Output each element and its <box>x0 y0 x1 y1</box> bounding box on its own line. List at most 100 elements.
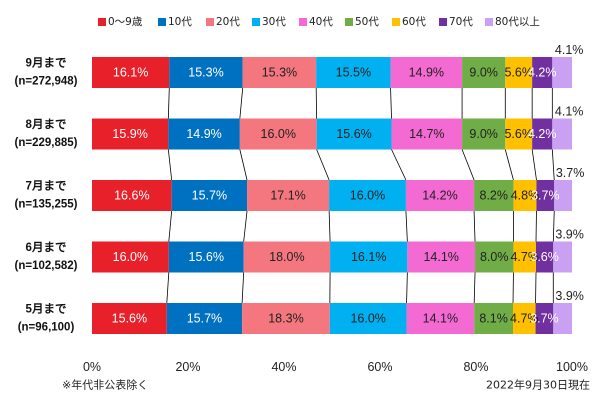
bar-segment <box>168 241 244 273</box>
legend-label: 70代 <box>449 16 473 28</box>
series-line <box>405 210 408 242</box>
data-label: 3.7% <box>556 166 585 180</box>
legend-item: 20代 <box>206 16 240 28</box>
bar-segment <box>536 241 554 273</box>
bar-segment <box>554 180 572 211</box>
legend: 0〜9歳 10代 20代 30代 40代 50代 60代 70代 80代以上 <box>98 16 540 28</box>
bar-segment <box>92 180 172 211</box>
series-line <box>328 210 331 242</box>
value-axis: 0% 20% 40% 60% 80% 100% <box>83 360 588 374</box>
data-label: 4.1% <box>555 105 584 119</box>
data-label: 16.0% <box>350 312 385 326</box>
category-sample-size: (n=272,948) <box>15 76 78 88</box>
bar-segment <box>390 57 463 88</box>
data-label: 17.1% <box>270 189 305 203</box>
bar-segment <box>92 241 169 273</box>
legend-swatch <box>299 18 307 26</box>
bar-segment <box>536 180 555 211</box>
category-label: 8月まで <box>26 118 67 131</box>
bar-segment <box>474 180 514 211</box>
category-sample-size: (n=102,582) <box>15 260 78 272</box>
series-line <box>406 272 408 304</box>
data-label: 4.2% <box>528 66 557 80</box>
series-line <box>473 210 476 242</box>
bar-segment <box>239 118 317 150</box>
data-label: 3.9% <box>555 289 584 303</box>
series-line <box>552 210 555 242</box>
data-label: 5.6% <box>504 66 533 80</box>
bar-segment <box>329 180 406 211</box>
category-sample-size: (n=96,100) <box>18 322 75 334</box>
series-line <box>168 210 173 242</box>
bar-segment <box>92 57 170 88</box>
bar-segment <box>513 241 536 273</box>
data-label: 16.0% <box>261 127 296 141</box>
data-label: 18.3% <box>268 312 303 326</box>
legend-label: 10代 <box>168 16 192 28</box>
bar-segment <box>330 241 408 273</box>
data-label: 9.0% <box>469 127 498 141</box>
series-line <box>241 272 245 304</box>
legend-item: 40代 <box>299 16 333 28</box>
data-label: 15.6% <box>336 127 371 141</box>
legend-item: 10代 <box>158 16 192 28</box>
category-label: 5月まで <box>26 303 67 316</box>
data-label: 15.6% <box>189 250 224 264</box>
bar-segment <box>505 57 533 88</box>
category-label: 9月まで <box>26 57 67 70</box>
data-label: 5.6% <box>504 127 533 141</box>
x-tick-label: 40% <box>271 360 296 374</box>
bar-segment <box>553 241 572 273</box>
data-label: 15.3% <box>262 66 297 80</box>
data-label: 4.7% <box>510 312 539 326</box>
bar-segment <box>474 303 514 334</box>
data-label: 4.2% <box>528 127 557 141</box>
data-label: 15.6% <box>112 312 147 326</box>
data-label: 3.7% <box>530 312 559 326</box>
data-label: 16.0% <box>113 250 148 264</box>
series-line <box>531 149 537 181</box>
bar-segment <box>505 118 533 150</box>
bar-segment <box>242 57 317 88</box>
bar-segment <box>462 57 506 88</box>
x-tick-label: 80% <box>463 360 488 374</box>
legend-label: 50代 <box>355 16 379 28</box>
series-line <box>390 87 392 119</box>
category-axis: 9月まで (n=272,948) 8月まで (n=229,885) 7月まで (n=135… <box>15 57 78 334</box>
series-line <box>167 149 173 181</box>
data-label: 9.0% <box>469 66 498 80</box>
legend-label: 0〜9歳 <box>108 16 143 28</box>
legend-swatch <box>158 18 166 26</box>
bar-segment <box>316 118 392 150</box>
data-label: 14.9% <box>186 127 221 141</box>
bars <box>92 57 572 334</box>
legend-swatch <box>485 18 493 26</box>
bar-segment <box>532 57 553 88</box>
legend-swatch <box>98 18 106 26</box>
bar-segment <box>169 57 243 88</box>
bar-segment <box>329 303 407 334</box>
bar-segment <box>407 241 476 273</box>
legend-item: 50代 <box>345 16 379 28</box>
x-tick-label: 60% <box>367 360 392 374</box>
data-label: 14.1% <box>423 312 458 326</box>
data-label: 4.1% <box>555 43 584 57</box>
data-label: 3.7% <box>531 189 560 203</box>
series-line <box>166 272 170 304</box>
bar-segment <box>513 180 537 211</box>
legend-item: 70代 <box>439 16 473 28</box>
legend-item: 80代以上 <box>485 16 540 28</box>
series-line <box>239 87 244 119</box>
category-label: 6月まで <box>26 241 67 254</box>
bar-segment <box>553 303 572 334</box>
legend-swatch <box>392 18 400 26</box>
bar-segment <box>391 118 463 150</box>
category-label: 7月まで <box>26 180 67 193</box>
data-label: 14.9% <box>409 66 444 80</box>
legend-label: 80代以上 <box>495 16 540 28</box>
legend-swatch <box>252 18 260 26</box>
bar-segment <box>166 303 243 334</box>
series-line <box>504 149 514 181</box>
bar-segment <box>535 303 554 334</box>
legend-item: 0〜9歳 <box>98 16 143 28</box>
